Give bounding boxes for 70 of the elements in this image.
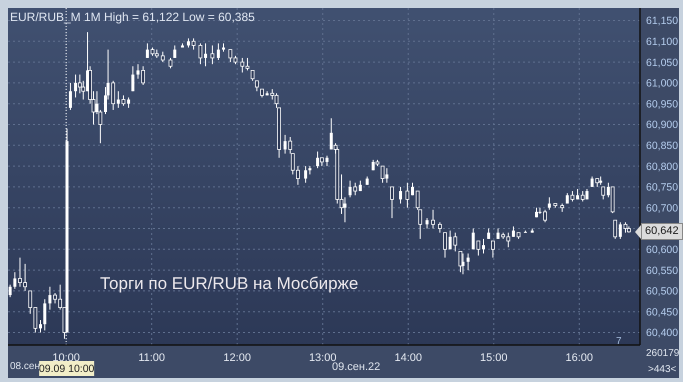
annotation: Торги по EUR/RUB на Мосбирже [100, 274, 358, 294]
y-tick-label: 60,450 [646, 306, 678, 318]
candlestick [68, 82, 72, 110]
candlestick [8, 284, 12, 298]
x-tick-label: 11:00 [138, 352, 166, 364]
text: 260179 [646, 348, 680, 359]
x-tick-label: 14:00 [394, 352, 422, 364]
candlestick [270, 88, 274, 100]
candlestick [43, 298, 46, 331]
text: 09.сен.22 [332, 361, 380, 373]
candlestick [131, 66, 134, 92]
candlestick [585, 188, 588, 200]
chart-title: EUR/RUB_M 1M High = 61,122 Low = 60,385 [10, 10, 255, 24]
text: >443< [648, 364, 676, 375]
candlestick [548, 196, 551, 210]
y-tick-label: 60,550 [646, 264, 678, 277]
y-tick-label: 61,100 [646, 36, 678, 48]
annotation: 60,642 [641, 223, 683, 240]
candlestick [590, 176, 594, 188]
y-tick-label: 60,700 [646, 202, 678, 214]
candlestick [353, 182, 358, 196]
candlestick [461, 252, 464, 275]
candlestick [431, 209, 435, 230]
candlestick [304, 166, 308, 184]
annotation: 7 [616, 336, 622, 347]
candlestick [399, 186, 402, 204]
candlestick [535, 207, 538, 218]
y-tick-label: 60,750 [646, 182, 678, 194]
y-tick-label: 60,950 [646, 98, 678, 110]
candlestick [348, 180, 352, 198]
candlestick [216, 42, 220, 61]
x-tick-label: 10:00 [52, 352, 80, 364]
x-tick-label: 12:00 [223, 352, 251, 364]
candlestick [390, 186, 394, 219]
candlestick [284, 134, 287, 154]
x-tick-label: 13:00 [308, 352, 336, 364]
candlestick [210, 44, 214, 65]
candlestick [487, 228, 490, 240]
candlestick [613, 220, 618, 240]
candlestick [601, 186, 606, 200]
candlestick [74, 74, 78, 98]
y-tick-label: 61,150 [646, 15, 678, 28]
y-tick-label: 60,500 [646, 286, 678, 298]
candlestick [168, 57, 172, 69]
y-tick-label: 60,600 [646, 244, 678, 256]
candlestick [250, 70, 254, 82]
candlestick [438, 222, 442, 234]
candlestick [496, 228, 500, 240]
candlestick [173, 44, 176, 58]
candlestick [466, 252, 470, 271]
candlestick [491, 240, 495, 258]
y-tick-label: 60,800 [646, 160, 678, 173]
x-tick-label: 15:00 [480, 352, 508, 364]
candlestick [472, 228, 475, 250]
candlestick [343, 196, 346, 223]
x-tick-label: 16:00 [566, 352, 594, 364]
candlestick [580, 190, 585, 202]
candlestick [426, 218, 429, 230]
y-tick-label: 60,400 [646, 327, 678, 340]
candlestick [458, 250, 462, 273]
ref-line-label: 09.09 10:00 [38, 363, 95, 375]
y-tick-label: 60,900 [646, 119, 678, 132]
candlestick [453, 232, 458, 252]
y-tick-label: 61,050 [646, 56, 678, 69]
y-tick-label: 60,850 [646, 140, 678, 152]
candlestick [254, 80, 259, 92]
candlestick [380, 166, 384, 184]
candlestick [111, 80, 116, 110]
candlestick [160, 51, 165, 63]
y-tick-label: 61,000 [646, 78, 678, 90]
